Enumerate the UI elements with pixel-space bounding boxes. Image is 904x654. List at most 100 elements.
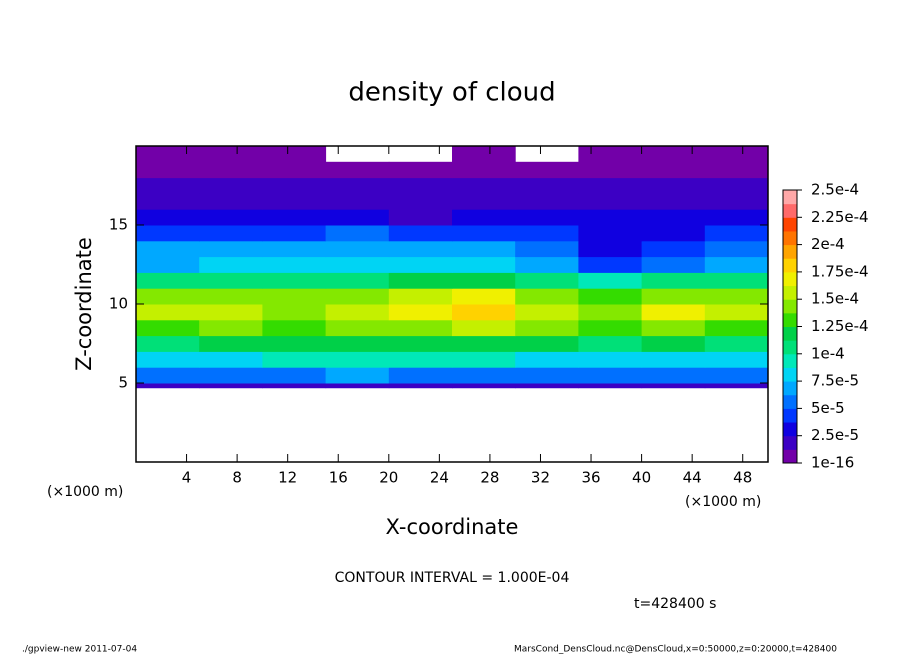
heat-cell xyxy=(452,383,516,389)
heat-cell xyxy=(199,161,263,179)
heat-cell xyxy=(704,225,769,242)
heat-cell xyxy=(515,177,579,194)
y-tick-label: 5 xyxy=(118,374,128,392)
heat-cell xyxy=(136,351,200,368)
heat-cell xyxy=(136,240,200,258)
heat-cell xyxy=(325,256,390,273)
heat-cell xyxy=(199,193,263,210)
heat-cell xyxy=(262,161,327,179)
colorbar-band xyxy=(783,408,797,423)
heat-cell xyxy=(452,351,516,368)
heat-cell xyxy=(136,272,200,289)
heat-cell xyxy=(325,240,390,258)
heat-cell xyxy=(641,256,706,273)
x-unit: (×1000 m) xyxy=(47,484,123,500)
heat-cell xyxy=(325,367,390,384)
colorbar-label: 1e-4 xyxy=(811,344,845,362)
colorbar-band xyxy=(783,367,797,382)
x-axis-label: X-coordinate xyxy=(386,515,519,539)
heat-cell xyxy=(578,161,643,179)
x-tick-label: 20 xyxy=(379,469,398,487)
heat-cell xyxy=(262,367,327,384)
heat-cell xyxy=(199,335,263,352)
heat-cell xyxy=(641,193,706,210)
heat-cell xyxy=(704,288,769,305)
heat-cell xyxy=(199,383,263,389)
heat-cell xyxy=(515,288,579,305)
colorbar-band xyxy=(783,394,797,409)
heat-cell xyxy=(578,177,643,194)
x-tick-label: 8 xyxy=(232,469,242,487)
heat-cell xyxy=(325,351,390,368)
heat-cell xyxy=(262,240,327,258)
colorbar-band xyxy=(783,422,797,437)
colorbar-label: 1.5e-4 xyxy=(811,290,859,308)
heat-cell xyxy=(388,319,453,337)
heat-cell xyxy=(452,240,516,258)
heat-cell xyxy=(262,351,327,368)
colorbar-label: 2e-4 xyxy=(811,235,845,253)
heat-cell xyxy=(388,335,453,352)
heat-cell xyxy=(136,177,200,194)
heat-cell xyxy=(136,304,200,321)
colorbar-band xyxy=(783,449,797,464)
heat-cell xyxy=(136,335,200,352)
heat-cell xyxy=(388,256,453,273)
heat-cell xyxy=(578,256,643,273)
heat-cell xyxy=(388,209,453,226)
heat-cell xyxy=(136,193,200,210)
heat-cell xyxy=(199,288,263,305)
heat-cell xyxy=(452,256,516,273)
y-axis-label: Z-coordinate xyxy=(72,237,96,371)
heat-cell xyxy=(641,319,706,337)
x-tick-label: 12 xyxy=(278,469,297,487)
heat-cell xyxy=(136,367,200,384)
heat-cell xyxy=(199,351,263,368)
heat-cell xyxy=(325,304,390,321)
heat-cell xyxy=(515,272,579,289)
colorbar-band xyxy=(783,244,797,259)
heat-cell xyxy=(452,193,516,210)
colorbar-band xyxy=(783,217,797,232)
heat-cell xyxy=(515,240,579,258)
heat-cell xyxy=(515,225,579,242)
chart-title: density of cloud xyxy=(348,78,555,108)
heat-cell xyxy=(452,209,516,226)
heat-cell xyxy=(199,319,263,337)
heat-cell xyxy=(199,272,263,289)
colorbar-label: 2.25e-4 xyxy=(811,208,869,226)
footer: ./gpview-new 2011-07-04 xyxy=(22,645,137,654)
heat-cell xyxy=(704,351,769,368)
heat-cell xyxy=(578,351,643,368)
heat-cell xyxy=(641,367,706,384)
heat-cell xyxy=(199,225,263,242)
x-tick-label: 48 xyxy=(733,469,752,487)
colorbar-label: 5e-5 xyxy=(811,399,845,417)
heat-cell xyxy=(641,225,706,242)
colorbar-band xyxy=(783,353,797,368)
colorbar-band xyxy=(783,326,797,341)
heat-cell xyxy=(641,240,706,258)
heat-cell xyxy=(262,319,327,337)
colorbar-label: 2.5e-4 xyxy=(811,181,859,199)
heat-cell xyxy=(388,161,453,179)
heat-cell xyxy=(704,319,769,337)
heat-cell xyxy=(388,304,453,321)
heat-cell xyxy=(641,288,706,305)
colorbar-label: 1.25e-4 xyxy=(811,317,869,335)
colorbar-band xyxy=(783,190,797,205)
heat-cell xyxy=(325,209,390,226)
heat-cell xyxy=(388,193,453,210)
heat-cell xyxy=(578,240,643,258)
heat-cell xyxy=(452,367,516,384)
contour-note: CONTOUR INTERVAL = 1.000E-04 xyxy=(335,570,570,586)
heat-cell xyxy=(704,146,769,163)
heat-cell xyxy=(262,146,327,163)
colorbar-label: 7.5e-5 xyxy=(811,372,859,390)
heat-cell xyxy=(388,272,453,289)
heat-cell xyxy=(136,383,200,389)
heat-cell xyxy=(704,209,769,226)
heat-cell xyxy=(515,319,579,337)
heat-cell xyxy=(262,272,327,289)
